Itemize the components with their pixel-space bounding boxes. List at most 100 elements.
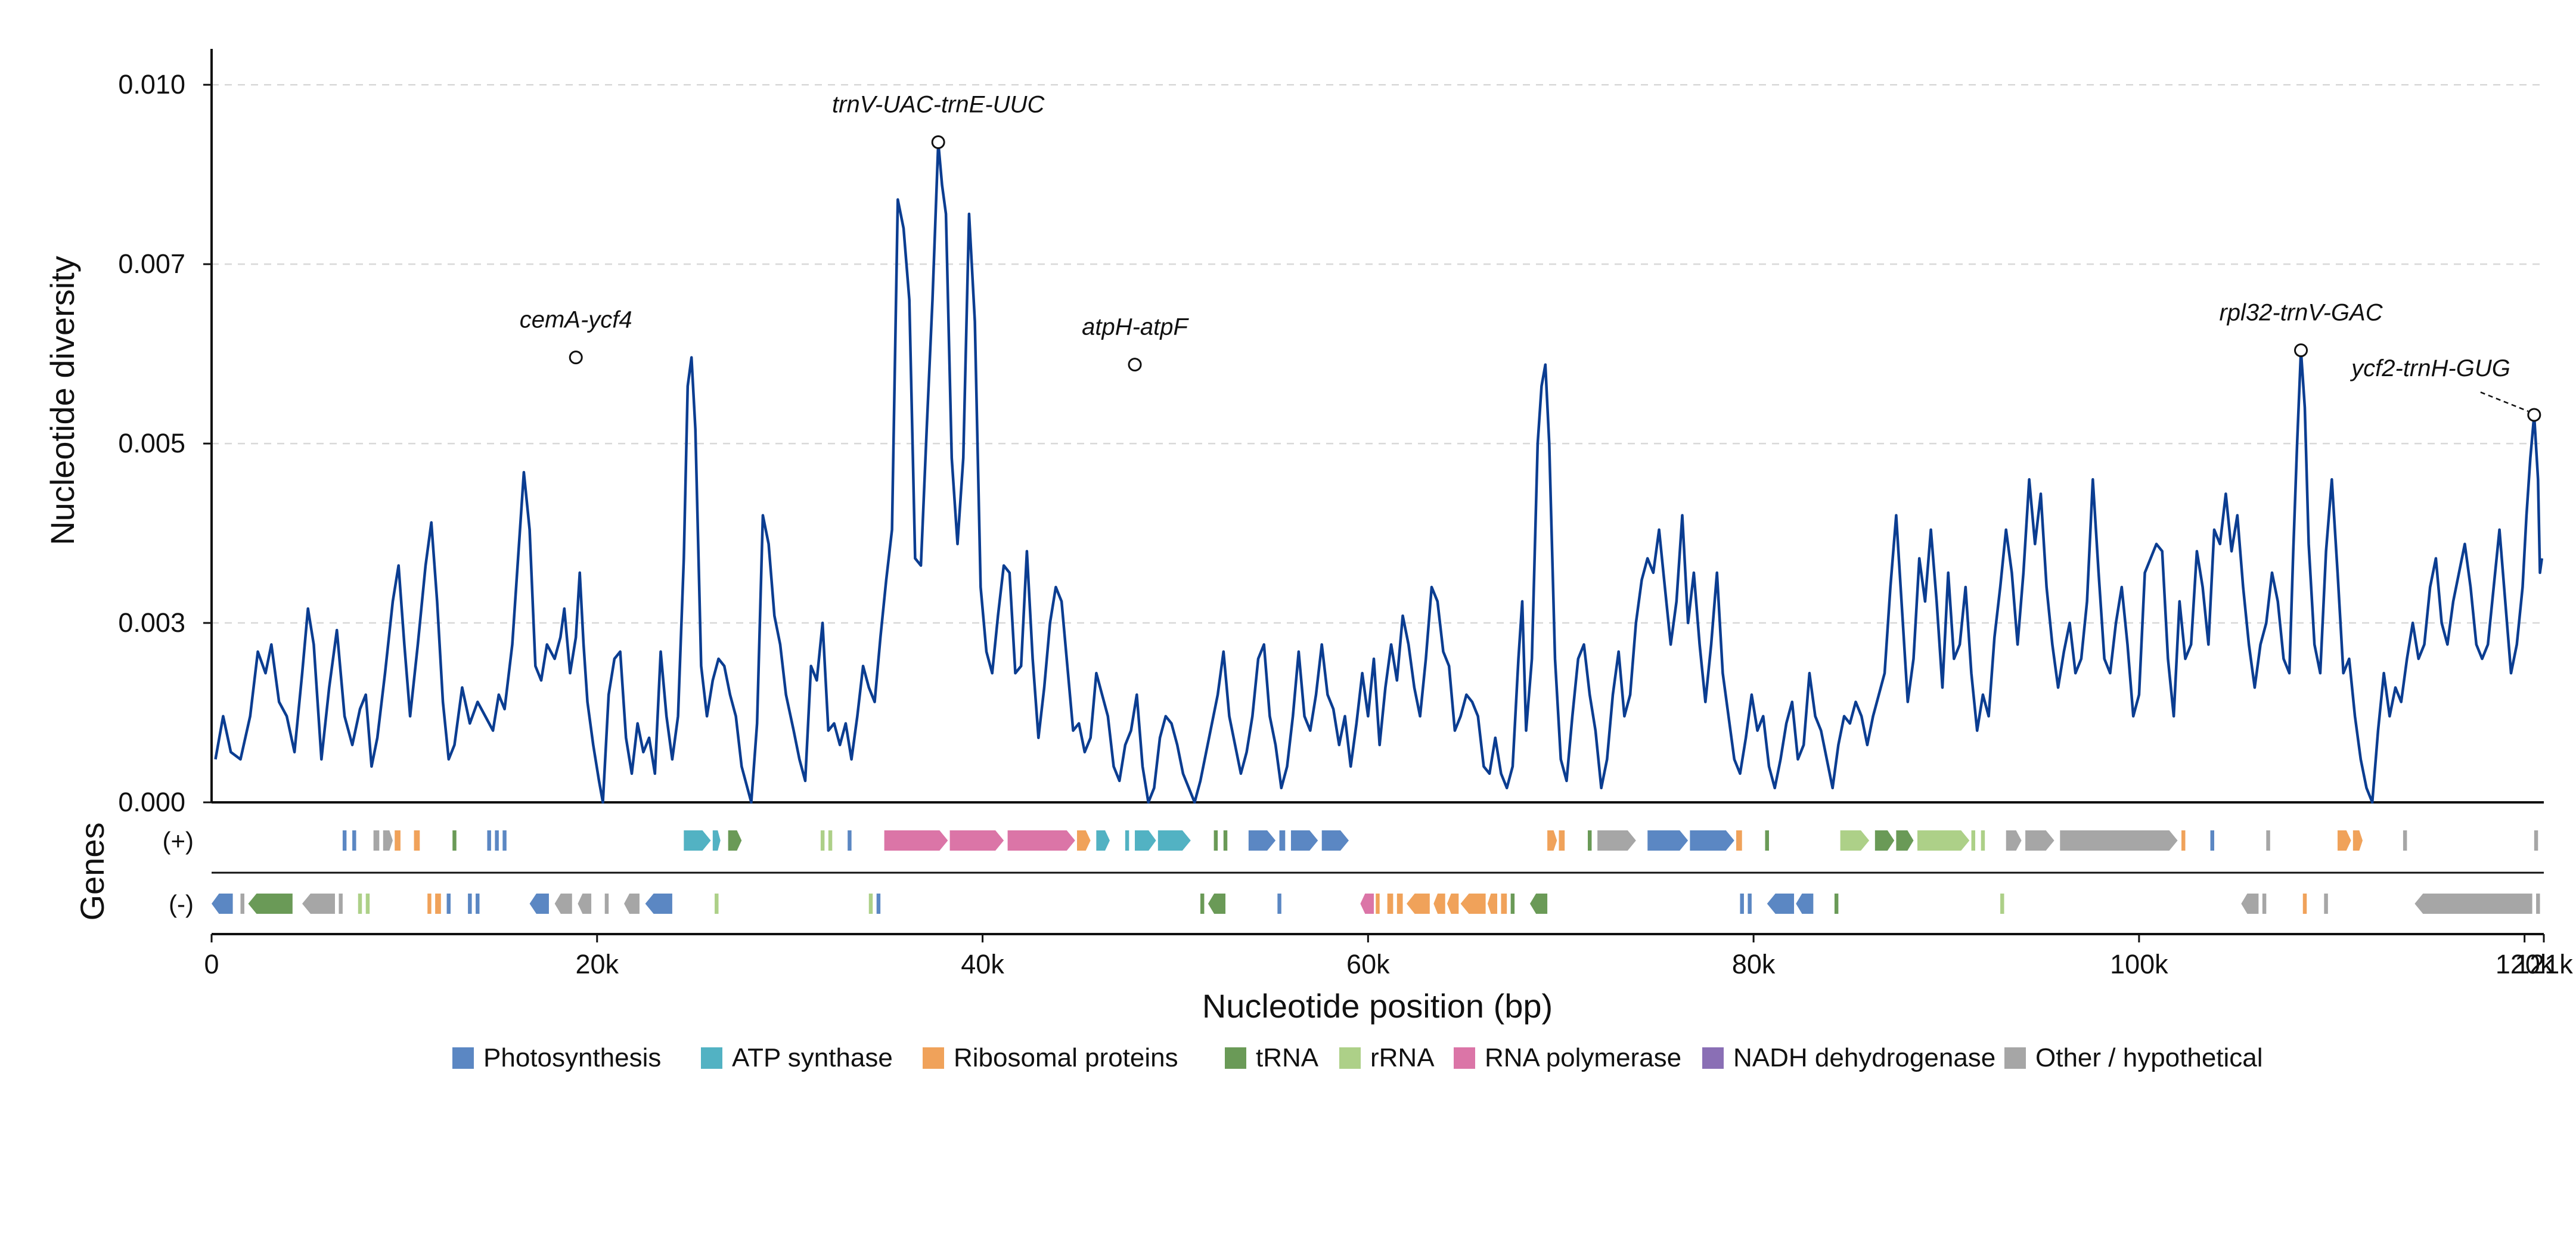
diversity-series-line (214, 141, 2544, 804)
gene-block (1690, 830, 1734, 851)
gene-block (828, 830, 833, 851)
peak-annotation-label: cemA-ycf4 (520, 307, 632, 333)
gene-block (1874, 830, 1895, 851)
plus-strand-label: (+) (163, 827, 194, 855)
gene-block (2302, 894, 2307, 914)
gene-block (1748, 894, 1752, 914)
legend-label: ATP synthase (732, 1043, 893, 1072)
gene-block (1917, 830, 1970, 851)
x-axis-title: Nucleotide position (bp) (1202, 987, 1553, 1025)
gene-block (1321, 830, 1349, 851)
gene-block (1213, 830, 1218, 851)
gene-block (1135, 830, 1156, 851)
peak-marker (931, 135, 945, 149)
gene-block (373, 830, 380, 851)
legend-swatch (452, 1047, 474, 1069)
gene-block (1077, 830, 1091, 851)
gene-block (529, 894, 549, 914)
gene-block (604, 894, 609, 914)
x-tick-label: 120k (2496, 949, 2554, 979)
gene-block (2337, 830, 2351, 851)
legend-label: RNA polymerase (1485, 1043, 1681, 1072)
gene-block (1007, 830, 1075, 851)
gene-block (1559, 830, 1565, 851)
gene-block (1407, 894, 1430, 914)
gene-block (2006, 830, 2022, 851)
x-tick-label: 20k (575, 949, 619, 979)
gene-block (1587, 830, 1592, 851)
gene-block (365, 894, 370, 914)
legend-swatch (701, 1047, 722, 1069)
gene-block (2000, 894, 2004, 914)
gene-block (1529, 894, 1548, 914)
gene-block (446, 894, 451, 914)
legend-swatch (1225, 1047, 1246, 1069)
gene-block (212, 894, 233, 914)
gene-block (2060, 830, 2178, 851)
gene-block (1547, 830, 1557, 851)
gene-block (2536, 894, 2540, 914)
legend-label: Photosynthesis (483, 1043, 661, 1072)
gene-block (1208, 894, 1226, 914)
gene-block (1896, 830, 1914, 851)
x-tick-label: 0 (204, 949, 219, 979)
x-tick-label: 60k (1346, 949, 1390, 979)
gene-block (2324, 894, 2328, 914)
legend-swatch (1702, 1047, 1724, 1069)
gene-block (248, 894, 293, 914)
plus-strand-genes (342, 830, 2538, 851)
gene-block (1767, 894, 1795, 914)
gene-block (476, 894, 480, 914)
gene-block (1840, 830, 1870, 851)
gene-block (487, 830, 491, 851)
gene-block (1981, 830, 1985, 851)
gene-block (427, 894, 432, 914)
gene-block (1647, 830, 1689, 851)
gene-block (876, 894, 881, 914)
gene-block (1157, 830, 1191, 851)
y-tick-label: 0.007 (118, 249, 185, 279)
gene-block (1971, 830, 1976, 851)
x-tick-label: 80k (1732, 949, 1776, 979)
legend-swatch (1454, 1047, 1475, 1069)
gene-block (358, 894, 362, 914)
gene-block (2262, 894, 2267, 914)
gene-block (624, 894, 640, 914)
gene-block (383, 830, 393, 851)
gene-block (2210, 830, 2215, 851)
gene-block (1433, 894, 1445, 914)
y-axis-title: Nucleotide diversity (44, 256, 81, 545)
gene-block (1597, 830, 1636, 851)
x-tick-label: 40k (961, 949, 1004, 979)
y-tick-label: 0.010 (118, 69, 185, 100)
gene-block (715, 894, 719, 914)
gene-block (1277, 894, 1281, 914)
gene-block (435, 894, 441, 914)
peak-annotation-label: ycf2-trnH-GUG (2350, 355, 2510, 382)
legend-swatch (1339, 1047, 1361, 1069)
peak-marker (2527, 408, 2541, 422)
gene-block (240, 894, 244, 914)
legend-swatch (2004, 1047, 2026, 1069)
gene-block (1387, 894, 1393, 914)
y-axis-ticks: 0.000 0.003 0.005 0.007 0.010 (118, 69, 212, 817)
peak-annotation-label: trnV-UAC-trnE-UUC (832, 91, 1045, 117)
gene-block (949, 830, 1004, 851)
legend-label: tRNA (1256, 1043, 1319, 1072)
gene-block (1487, 894, 1498, 914)
annotation-leader-line (2480, 391, 2529, 413)
peak-marker (569, 351, 583, 365)
gene-block (395, 830, 401, 851)
gene-block (1396, 894, 1403, 914)
legend-swatch (923, 1047, 944, 1069)
gene-block (1740, 894, 1744, 914)
gene-block (1834, 894, 1839, 914)
gene-block (578, 894, 592, 914)
legend-label: rRNA (1370, 1043, 1435, 1072)
minus-strand-genes (212, 894, 2540, 914)
genes-axis-title: Genes (73, 823, 111, 921)
gene-block (452, 830, 457, 851)
gene-block (2414, 894, 2532, 914)
gene-block (495, 830, 499, 851)
